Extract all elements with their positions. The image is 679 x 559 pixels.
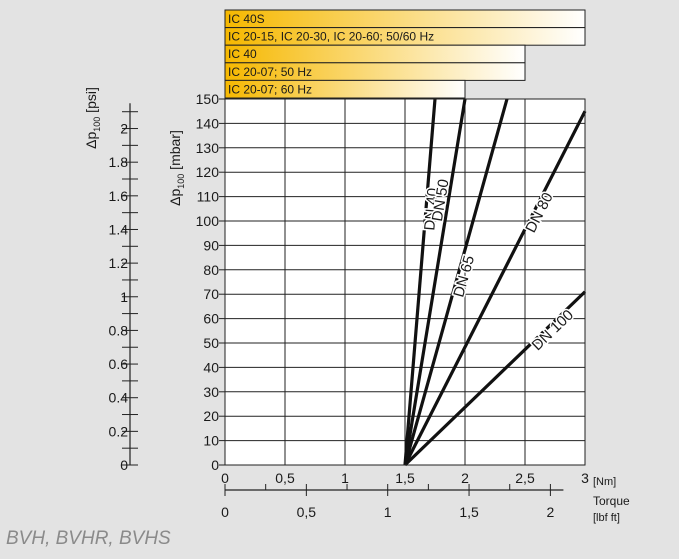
y-tick-label-mbar: 40 xyxy=(203,359,219,375)
psi-tick-label: 1.6 xyxy=(109,188,129,204)
x-tick-label-nm: 2 xyxy=(461,470,469,486)
y-tick-label-mbar: 130 xyxy=(196,140,220,156)
chart-footer: BVH, BVHR, BVHS xyxy=(6,528,171,549)
x-tick-label-nm: 2,5 xyxy=(515,470,535,486)
range-bar-label: IC 40S xyxy=(228,12,265,26)
y-tick-label-mbar: 80 xyxy=(203,262,219,278)
range-bar-label: IC 20-07; 50 Hz xyxy=(228,65,312,79)
psi-tick-label: 0.4 xyxy=(109,390,129,406)
series-line xyxy=(403,98,509,466)
psi-tick-label: 1.8 xyxy=(109,154,129,170)
x-tick-label-nm: 3 xyxy=(581,470,589,486)
lbf-tick-label: 1 xyxy=(384,504,392,520)
psi-tick-label: 2 xyxy=(120,121,128,137)
grid xyxy=(224,98,586,466)
plot-frame xyxy=(224,98,586,466)
range-bar xyxy=(224,44,526,64)
psi-tick-label: 0.6 xyxy=(109,356,129,372)
x-tick-label-nm: 0 xyxy=(221,470,229,486)
y-tick-label-mbar: 110 xyxy=(197,189,220,205)
series-line xyxy=(403,98,467,466)
y-tick-label-mbar: 150 xyxy=(196,91,220,107)
series-line xyxy=(403,98,437,466)
range-bar xyxy=(224,9,586,29)
x-tick-label-nm: 1 xyxy=(341,470,349,486)
y-tick-label-mbar: 120 xyxy=(196,164,220,180)
y-axis-mbar-title: Δp100 [mbar] xyxy=(167,130,186,206)
psi-tick-label: 0.8 xyxy=(109,322,129,338)
psi-tick-label: 1.4 xyxy=(109,221,129,237)
lbf-tick-label: 0,5 xyxy=(297,504,317,520)
y-tick-label-mbar: 50 xyxy=(203,335,219,351)
y-tick-label-mbar: 60 xyxy=(203,311,219,327)
x-axis-torque-label: Torque xyxy=(593,494,630,508)
lbf-tick-label: 1,5 xyxy=(459,504,479,520)
y-tick-label-mbar: 100 xyxy=(196,213,220,229)
y-axis-psi-title: Δp100 [psi] xyxy=(83,87,102,149)
lbf-tick-label: 0 xyxy=(221,504,229,520)
operating-ranges: IC 40S IC 20-15, IC 20-30, IC 20-60; 50/6… xyxy=(224,9,586,99)
series-label: DN 40 xyxy=(421,187,441,231)
y-tick-label-mbar: 10 xyxy=(203,433,219,449)
range-bar-label: IC 20-15, IC 20-30, IC 20-60; 50/60 Hz xyxy=(228,30,434,44)
x-axis-lbf-unit: [lbf ft] xyxy=(593,512,620,524)
series-line xyxy=(403,110,587,466)
range-bar-label: IC 40 xyxy=(228,47,257,61)
y-tick-label-mbar: 140 xyxy=(196,115,220,131)
range-bar xyxy=(224,79,466,99)
y-tick-label-mbar: 20 xyxy=(203,408,219,424)
x-axis-nm-unit: [Nm] xyxy=(593,476,616,488)
y-tick-label-mbar: 70 xyxy=(203,286,219,302)
axes: 0 0,5 1 1,5 2 2,5 3010203040506070809010011012… xyxy=(109,91,590,520)
range-bar-label: IC 20-07; 60 Hz xyxy=(228,82,312,96)
x-tick-label-nm: 1,5 xyxy=(395,470,415,486)
y-tick-label-mbar: 90 xyxy=(203,237,219,253)
psi-tick-label: 0 xyxy=(120,457,128,473)
psi-tick-label: 0.2 xyxy=(109,423,129,439)
psi-tick-label: 1.2 xyxy=(109,255,129,271)
psi-tick-label: 1 xyxy=(120,289,128,305)
y-tick-label-mbar: 0 xyxy=(211,457,219,473)
y-tick-label-mbar: 30 xyxy=(203,384,219,400)
series-line xyxy=(403,290,587,467)
lbf-tick-label: 2 xyxy=(546,504,554,520)
x-tick-label-nm: 0,5 xyxy=(275,470,295,486)
